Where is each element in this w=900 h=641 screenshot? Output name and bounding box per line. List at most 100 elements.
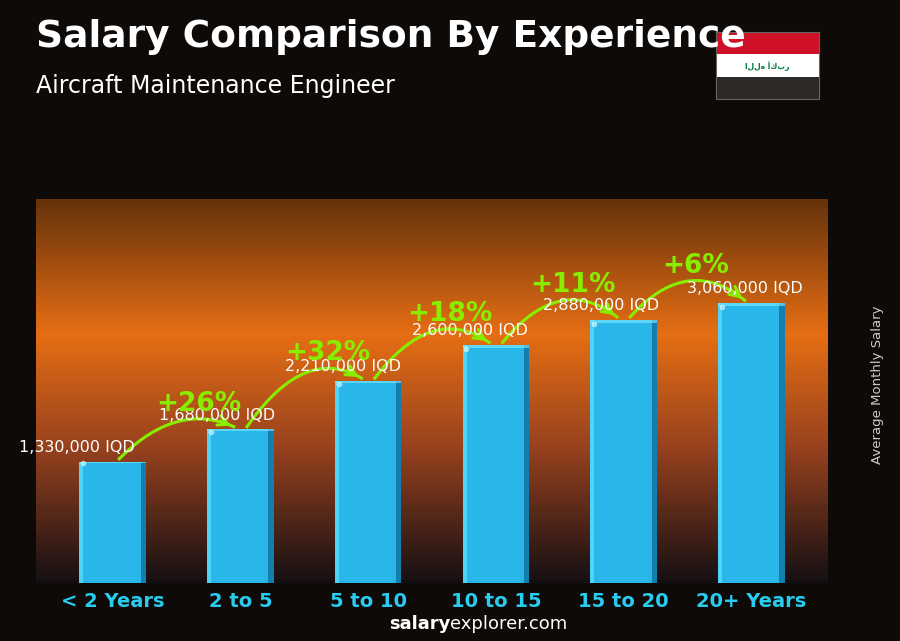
Bar (36, 389, 828, 391)
Bar (36, 226, 828, 228)
Bar (36, 570, 828, 572)
Bar (36, 360, 828, 362)
Bar (36, 495, 828, 497)
Bar (36, 308, 828, 310)
Bar (36, 572, 828, 574)
Bar (36, 254, 828, 256)
Bar (36, 378, 828, 379)
Bar (36, 497, 828, 499)
Bar (36, 560, 828, 562)
Bar (36, 320, 828, 322)
Bar (36, 387, 828, 389)
Bar (36, 393, 828, 395)
Bar (36, 274, 828, 276)
Bar (36, 447, 828, 449)
Bar (335, 381, 401, 383)
Bar (36, 326, 828, 328)
Bar (36, 476, 828, 478)
Text: +11%: +11% (530, 272, 616, 298)
Bar (335, 381, 339, 583)
Bar (36, 483, 828, 485)
Bar (36, 533, 828, 535)
Bar (36, 541, 828, 543)
Bar (207, 429, 274, 431)
Bar (36, 379, 828, 381)
Bar (36, 429, 828, 431)
Bar (36, 324, 828, 326)
Bar (36, 426, 828, 428)
Bar (207, 429, 274, 583)
Bar (36, 443, 828, 445)
Text: 2,600,000 IQD: 2,600,000 IQD (412, 323, 528, 338)
Bar (36, 208, 828, 210)
Bar (36, 470, 828, 472)
Bar (36, 410, 828, 412)
Bar (36, 399, 828, 401)
Bar (36, 328, 828, 329)
Bar (716, 32, 819, 54)
Bar (463, 345, 466, 583)
Bar (207, 429, 211, 583)
Bar (36, 428, 828, 429)
Bar (36, 306, 828, 308)
Bar (36, 345, 828, 347)
Bar (36, 441, 828, 443)
Bar (36, 522, 828, 524)
Bar (36, 310, 828, 312)
Text: +26%: +26% (156, 391, 241, 417)
Bar (268, 429, 274, 583)
Bar (36, 479, 828, 481)
Bar (36, 458, 828, 460)
Bar (36, 395, 828, 397)
Bar (36, 347, 828, 349)
Bar (36, 449, 828, 451)
Bar (590, 320, 657, 583)
Bar (36, 454, 828, 456)
Bar (36, 241, 828, 243)
Bar (396, 381, 401, 583)
Bar (36, 468, 828, 470)
Bar (36, 422, 828, 424)
Bar (36, 366, 828, 368)
Bar (36, 383, 828, 385)
Bar (36, 368, 828, 370)
Bar (36, 237, 828, 239)
Bar (36, 466, 828, 468)
Bar (36, 481, 828, 483)
Bar (79, 462, 84, 583)
Bar (36, 453, 828, 454)
Bar (463, 345, 529, 583)
Bar (36, 576, 828, 578)
Bar (140, 462, 146, 583)
Bar (36, 222, 828, 224)
Text: 1,330,000 IQD: 1,330,000 IQD (19, 440, 135, 454)
Bar (36, 491, 828, 493)
Bar (36, 291, 828, 293)
Bar (36, 414, 828, 416)
Bar (36, 220, 828, 222)
Bar (36, 524, 828, 526)
Bar (36, 312, 828, 314)
Bar (36, 556, 828, 558)
Bar (36, 262, 828, 264)
Bar (36, 445, 828, 447)
Bar (36, 224, 828, 226)
Bar (36, 247, 828, 249)
Bar (36, 404, 828, 406)
Bar (36, 276, 828, 278)
Bar (36, 437, 828, 439)
Bar (718, 303, 785, 306)
Bar (718, 303, 785, 583)
Bar (36, 233, 828, 235)
Bar (36, 343, 828, 345)
Bar (36, 376, 828, 378)
Text: 1,680,000 IQD: 1,680,000 IQD (159, 408, 275, 422)
Bar (36, 381, 828, 383)
Bar (463, 345, 529, 348)
Bar (36, 408, 828, 410)
Bar (36, 553, 828, 554)
Bar (36, 485, 828, 487)
Text: Aircraft Maintenance Engineer: Aircraft Maintenance Engineer (36, 74, 395, 97)
Bar (36, 418, 828, 420)
Bar (36, 266, 828, 268)
